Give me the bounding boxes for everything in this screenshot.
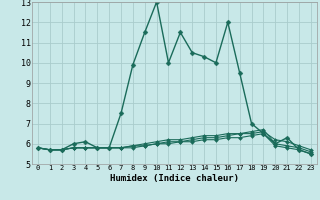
X-axis label: Humidex (Indice chaleur): Humidex (Indice chaleur) bbox=[110, 174, 239, 183]
